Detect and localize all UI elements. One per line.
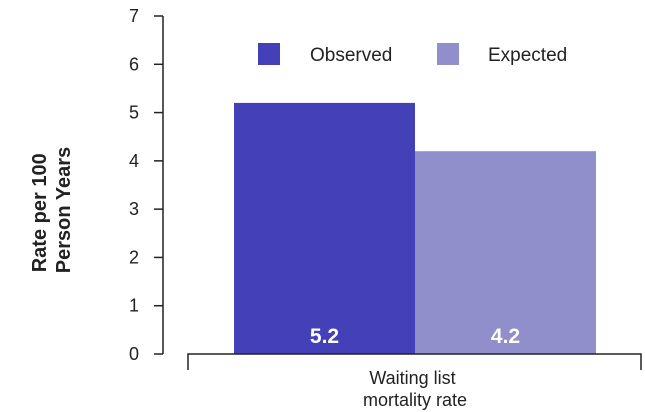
legend-swatch-expected bbox=[437, 43, 459, 65]
x-axis-bracket bbox=[187, 353, 642, 370]
y-tick-label-2: 2 bbox=[129, 247, 139, 267]
x-category-line-1: Waiting list bbox=[369, 368, 455, 388]
y-tick-label-3: 3 bbox=[129, 199, 139, 219]
y-axis-title-line-1: Rate per 100 bbox=[29, 153, 51, 272]
legend-swatch-observed bbox=[258, 43, 280, 65]
y-tick-label-5: 5 bbox=[129, 103, 139, 123]
y-tick-label-4: 4 bbox=[129, 151, 139, 171]
y-axis-title: Rate per 100 Person Years bbox=[29, 147, 75, 273]
y-tick-label-1: 1 bbox=[129, 296, 139, 316]
bars: 5.2 4.2 bbox=[234, 102, 596, 355]
y-axis-title-line-2: Person Years bbox=[53, 147, 75, 273]
y-axis: 0 1 2 3 4 5 6 7 bbox=[129, 6, 164, 364]
y-tick-label-0: 0 bbox=[129, 344, 139, 364]
x-axis-category-label: Waiting list mortality rate bbox=[363, 368, 467, 410]
data-label-expected: 4.2 bbox=[491, 325, 520, 348]
x-axis: Waiting list mortality rate bbox=[187, 353, 642, 410]
legend: Observed Expected bbox=[258, 43, 567, 66]
x-category-line-2: mortality rate bbox=[363, 390, 467, 410]
bar-expected bbox=[415, 151, 596, 354]
legend-label-observed: Observed bbox=[310, 45, 392, 66]
legend-label-expected: Expected bbox=[488, 45, 567, 66]
bar-observed bbox=[234, 102, 415, 355]
y-tick-label-7: 7 bbox=[129, 6, 139, 26]
y-tick-label-6: 6 bbox=[129, 54, 139, 74]
data-label-observed: 5.2 bbox=[310, 325, 339, 348]
